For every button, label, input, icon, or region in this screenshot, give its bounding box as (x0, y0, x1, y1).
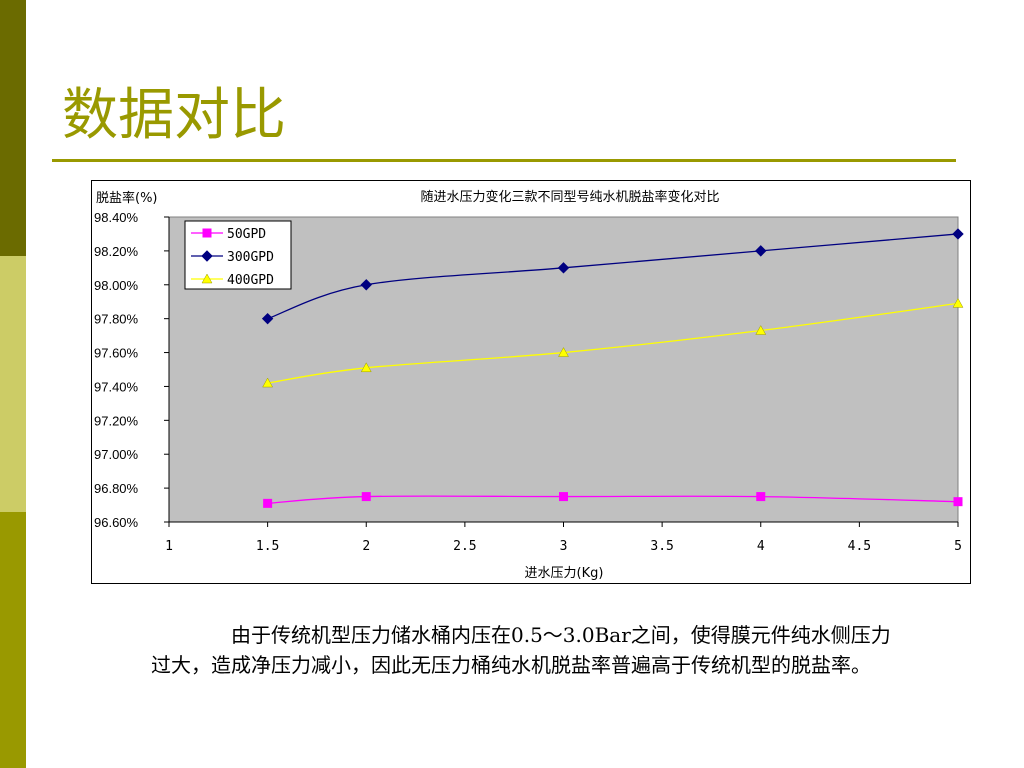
data-point-400gpd (262, 377, 274, 388)
chart-title: 随进水压力变化三款不同型号纯水机脱盐率变化对比 (420, 189, 719, 205)
legend-label-400gpd: 400GPD (227, 273, 274, 288)
salt-rejection-chart: 随进水压力变化三款不同型号纯水机脱盐率变化对比 脱盐率(%) 进水压力(Kg) 96.… (94, 189, 964, 581)
data-point-300gpd (261, 312, 274, 325)
y-axis-title: 脱盐率(%) (96, 190, 158, 206)
y-tick-label: 98.40% (94, 210, 139, 225)
y-tick-label: 97.40% (94, 379, 139, 394)
series-line-300gpd (267, 233, 959, 320)
x-tick-label: 4.5 (848, 539, 871, 554)
chart-frame: 随进水压力变化三款不同型号纯水机脱盐率变化对比 脱盐率(%) 进水压力(Kg) 96.… (91, 180, 971, 584)
x-tick-label: 2.5 (453, 539, 476, 554)
x-tick-label: 3.5 (650, 539, 673, 554)
legend-marker-50gpd (202, 228, 212, 238)
sidebar-stripe-mid (0, 512, 26, 768)
data-point-300gpd (360, 279, 372, 291)
y-tick-label: 98.20% (94, 244, 139, 259)
x-tick-label: 5 (954, 539, 962, 554)
y-tick-label: 96.80% (94, 481, 139, 496)
legend-label-300gpd: 300GPD (227, 250, 274, 265)
slide-title: 数据对比 (62, 83, 286, 148)
y-tick-label: 97.20% (94, 413, 139, 428)
x-tick-label: 3 (560, 539, 568, 554)
sidebar-stripe-light (0, 256, 26, 512)
slide-body-text: 由于传统机型压力储水桶内压在0.5～3.0Bar之间，使得膜元件纯水侧压力过大，… (151, 620, 891, 680)
x-tick-label: 1.5 (256, 539, 279, 554)
series-line-400gpd (267, 302, 959, 384)
y-tick-label: 97.80% (94, 312, 139, 327)
legend-marker-300gpd (201, 250, 213, 262)
data-point-300gpd (557, 262, 570, 274)
y-tick-label: 97.00% (94, 447, 139, 462)
legend-label-50gpd: 50GPD (227, 227, 266, 242)
x-tick-label: 4 (757, 539, 765, 554)
sidebar-stripe-dark (0, 0, 26, 256)
x-tick-label: 1 (165, 539, 173, 554)
y-tick-label: 97.60% (94, 346, 139, 361)
data-point-50gpd (559, 492, 568, 502)
data-point-400gpd (755, 325, 767, 335)
data-point-300gpd (755, 245, 767, 257)
y-tick-label: 96.60% (94, 515, 139, 530)
x-tick-label: 2 (362, 539, 370, 554)
title-divider (52, 159, 956, 162)
legend-marker-400gpd (201, 273, 213, 284)
series-line-50gpd (267, 495, 959, 505)
data-point-50gpd (361, 492, 371, 502)
data-point-400gpd (558, 347, 569, 357)
data-point-400gpd (952, 297, 964, 308)
y-tick-label: 98.00% (94, 278, 139, 293)
x-axis-title: 进水压力(Kg) (525, 566, 604, 581)
data-point-50gpd (953, 497, 963, 507)
body-paragraph: 由于传统机型压力储水桶内压在0.5～3.0Bar之间，使得膜元件纯水侧压力过大，… (151, 623, 891, 677)
data-point-50gpd (263, 498, 273, 508)
data-point-400gpd (360, 362, 372, 373)
data-point-300gpd (952, 228, 964, 240)
data-point-50gpd (756, 492, 766, 502)
